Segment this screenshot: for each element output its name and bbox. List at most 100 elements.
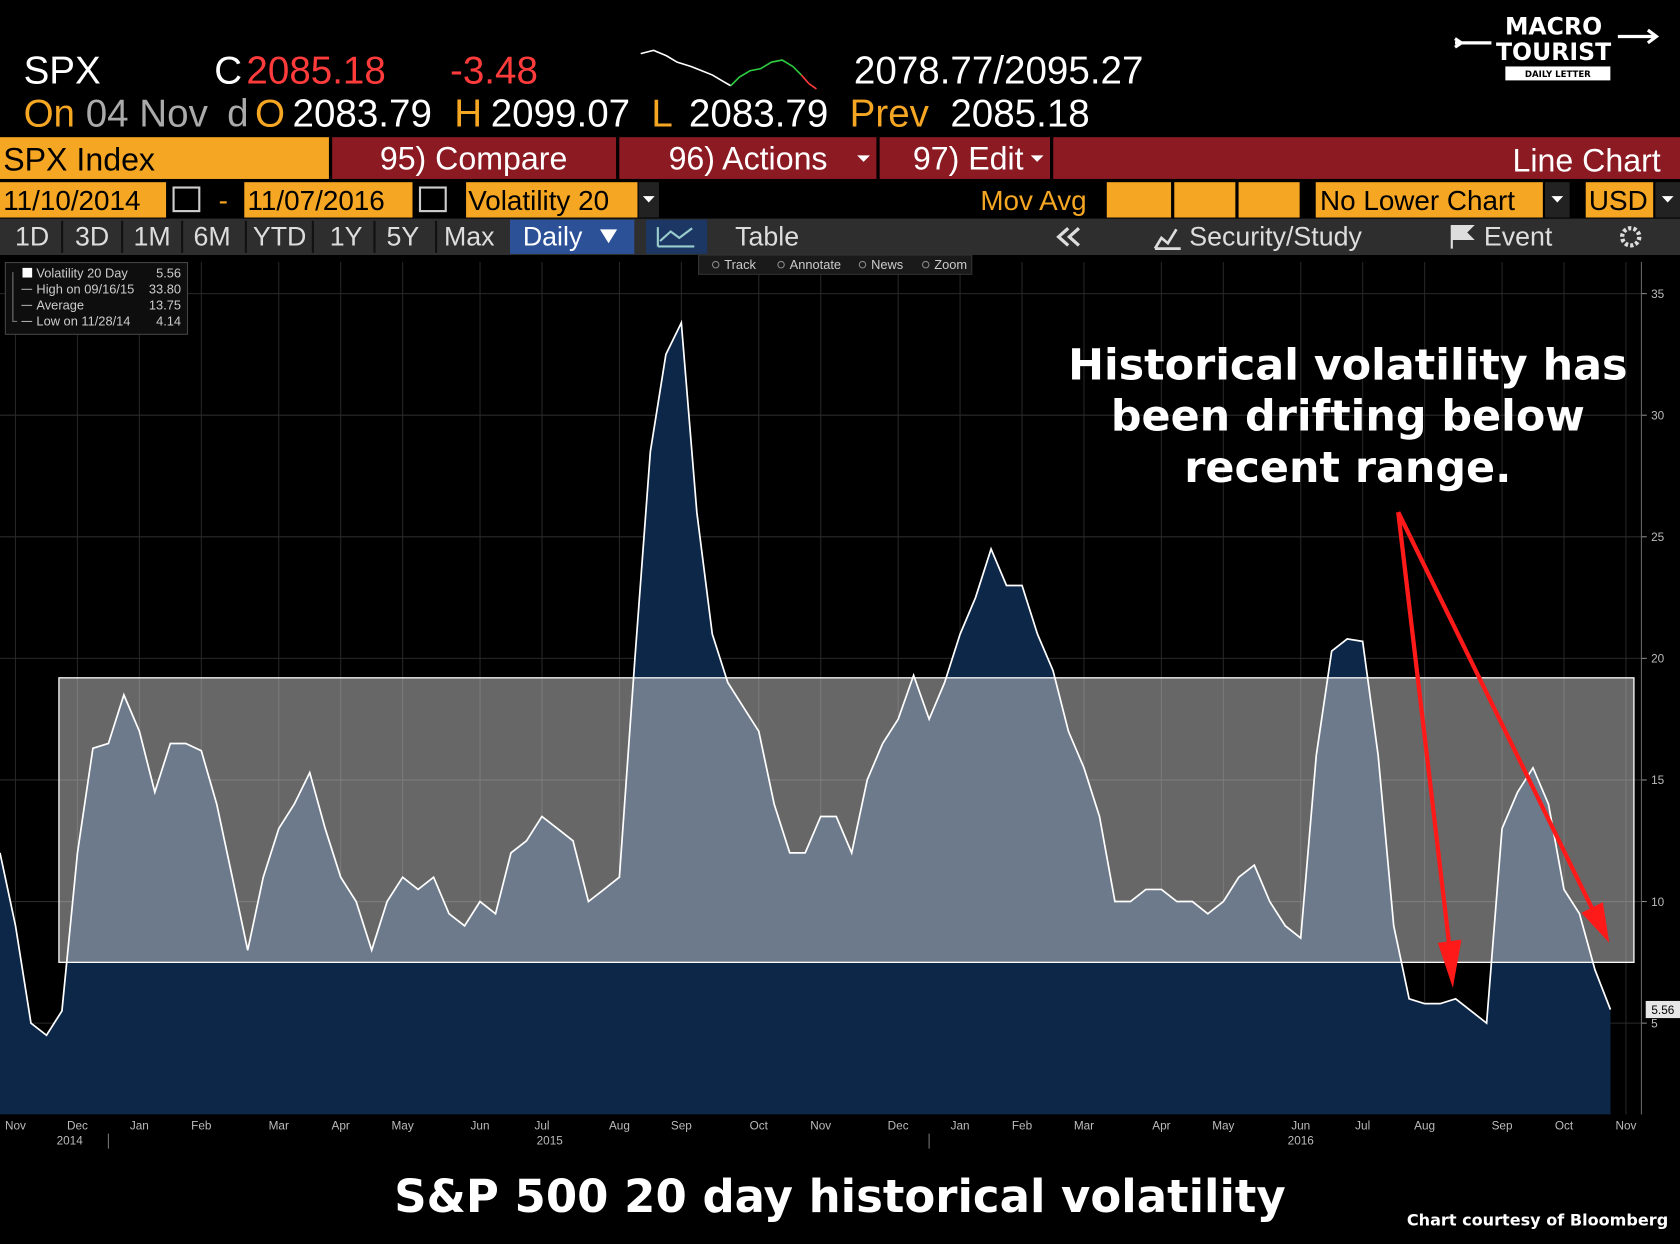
y-tick-label: 30: [1651, 409, 1665, 422]
tools: Track Annotate News Zoom: [711, 257, 967, 272]
x-tick-label: Aug: [1414, 1119, 1435, 1132]
currency-field[interactable]: [1585, 182, 1654, 218]
study[interactable]: Volatility 20: [468, 185, 609, 216]
period-bar: [0, 218, 1680, 256]
date-dash: -: [219, 185, 228, 216]
date: 04 Nov: [86, 92, 209, 135]
last-value-box: [1645, 1000, 1680, 1019]
logo: MACRO TOURIST DAILY LETTER: [1454, 12, 1660, 81]
bid-ask: 2078.77/2095.27: [854, 50, 1144, 93]
tool-icon: [777, 260, 785, 269]
x-tick-label: Jun: [471, 1119, 490, 1132]
credit: Chart courtesy of Bloomberg: [1407, 1211, 1668, 1230]
period-tab[interactable]: 1D: [15, 221, 49, 251]
edit-button[interactable]: [879, 137, 1050, 179]
period-tab[interactable]: 1M: [134, 221, 171, 251]
chart-type-bar: [1053, 137, 1680, 179]
chart: Nov Dec Jan Feb Mar Apr May Jun Jul Aug Sep Oct Nov D…: [0, 262, 1680, 1149]
tool[interactable]: Annotate: [790, 257, 841, 272]
low-label: L: [651, 92, 672, 135]
logo-banner: [1505, 66, 1611, 81]
sparkline-red: [800, 74, 817, 90]
end-date-field[interactable]: [244, 182, 413, 218]
x-tick-label: May: [1212, 1119, 1234, 1132]
study-field[interactable]: [466, 182, 638, 218]
frequency-button[interactable]: [510, 219, 635, 254]
dropdown-arrow: [1030, 155, 1044, 162]
mov-avg-field[interactable]: [1174, 182, 1236, 218]
period-tab[interactable]: 5Y: [386, 221, 419, 251]
x-tick-label: Jun: [1291, 1119, 1310, 1132]
legend-value: 4.14: [156, 314, 181, 329]
start-date[interactable]: 11/10/2014: [3, 185, 140, 216]
tool[interactable]: Zoom: [934, 257, 967, 272]
tool[interactable]: News: [871, 257, 903, 272]
period-tab[interactable]: 3D: [75, 221, 109, 251]
period: d: [227, 92, 248, 135]
calendar-icon[interactable]: [172, 186, 201, 213]
tool[interactable]: Track: [724, 257, 756, 272]
open: 2083.79: [293, 92, 432, 135]
mov-avg-field[interactable]: [1238, 182, 1300, 218]
year-label: 2014: [57, 1134, 84, 1147]
logo-line1: MACRO: [1505, 12, 1602, 40]
sparkline: [640, 49, 817, 90]
dropdown-arrow: [1661, 196, 1674, 203]
security-field[interactable]: [0, 137, 329, 179]
period-tab[interactable]: 6M: [194, 221, 231, 251]
low: 2083.79: [689, 92, 828, 135]
mov-avg-field[interactable]: [1106, 182, 1172, 218]
period-tab[interactable]: YTD: [253, 221, 307, 251]
collapse-icon[interactable]: [1056, 227, 1080, 247]
legend-box: [4, 261, 189, 335]
frequency[interactable]: Daily: [523, 221, 583, 251]
lower-chart[interactable]: No Lower Chart: [1320, 185, 1515, 216]
table[interactable]: Table: [735, 221, 799, 251]
compare-button[interactable]: [332, 137, 617, 179]
high: 2099.07: [491, 92, 630, 135]
x-tick-label: Nov: [1615, 1119, 1636, 1132]
arrow-head: [1581, 902, 1610, 943]
arrows: [1396, 511, 1610, 988]
currency[interactable]: USD: [1589, 185, 1648, 216]
y-tick-label: 5: [1651, 1017, 1658, 1030]
event[interactable]: Event: [1484, 221, 1553, 251]
lower-chart-field[interactable]: [1315, 182, 1543, 218]
legend-value: 5.56: [156, 266, 181, 281]
security[interactable]: SPX Index: [3, 141, 155, 177]
mov-avg: Mov Avg: [980, 185, 1086, 216]
security-study[interactable]: Security/Study: [1189, 221, 1362, 251]
actions[interactable]: 96) Actions: [669, 140, 828, 176]
x-tick-label: Jul: [534, 1119, 549, 1132]
dropdown-arrow: [600, 229, 618, 244]
tool-strip: [698, 254, 973, 275]
compare[interactable]: 95) Compare: [380, 140, 567, 176]
annotation-line: Historical volatility has: [1068, 340, 1627, 390]
calendar-icon[interactable]: [418, 186, 447, 213]
y-tick-label: 25: [1651, 531, 1665, 544]
sparkline-green: [730, 59, 802, 87]
period-tab[interactable]: Max: [444, 221, 495, 251]
edit[interactable]: 97) Edit: [913, 140, 1024, 176]
x-tick-label: Mar: [269, 1119, 289, 1132]
tool-icon: [858, 260, 867, 269]
tool-icon: [921, 260, 930, 269]
legend: Volatility 20 Day 5.56 High on 09/16/15 33.…: [12, 266, 181, 329]
event-icon: [1450, 225, 1475, 249]
x-tick-label: Aug: [609, 1119, 630, 1132]
start-date-field[interactable]: [0, 182, 167, 218]
period-tab[interactable]: 1Y: [330, 221, 363, 251]
x-tick-label: May: [391, 1119, 413, 1132]
legend-value: 13.75: [149, 298, 181, 313]
x-tick-label: Dec: [888, 1119, 909, 1132]
prev: 2085.18: [950, 92, 1089, 135]
settings-gear[interactable]: [1620, 226, 1642, 248]
dropdown-arrow: [1551, 196, 1564, 203]
footer-title: S&P 500 20 day historical volatility: [394, 1170, 1285, 1223]
x-tick-label: Jan: [951, 1119, 970, 1132]
actions-button[interactable]: [619, 137, 877, 179]
x-tick-label: Mar: [1074, 1119, 1094, 1132]
x-tick-label: Sep: [1492, 1119, 1513, 1132]
end-date[interactable]: 11/07/2016: [247, 185, 384, 216]
year-label: 2016: [1288, 1134, 1315, 1147]
